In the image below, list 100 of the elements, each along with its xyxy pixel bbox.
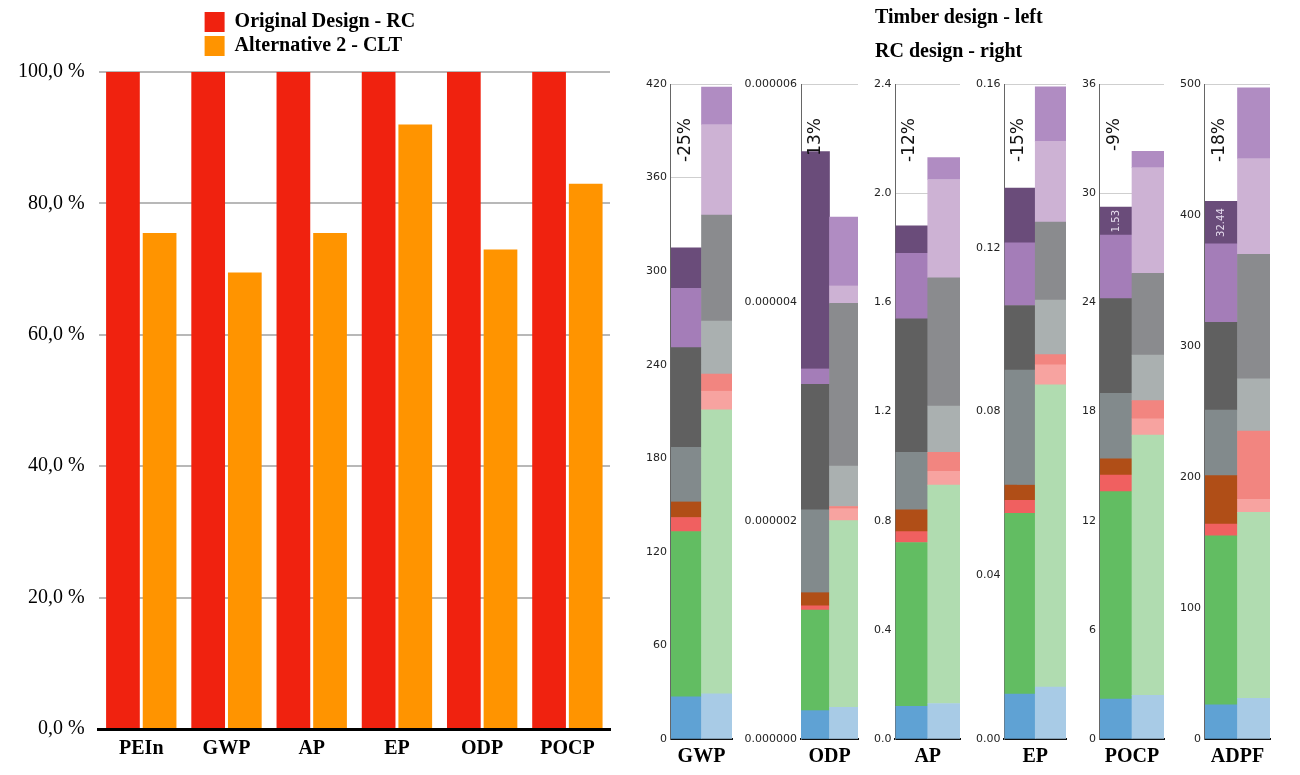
bar bbox=[895, 705, 929, 739]
bar bbox=[1205, 535, 1238, 706]
bar bbox=[1100, 491, 1133, 700]
bar bbox=[927, 471, 960, 486]
bar bbox=[142, 232, 177, 728]
bar bbox=[1131, 418, 1164, 436]
y-tick-label: 24 bbox=[1082, 295, 1096, 309]
bar bbox=[829, 707, 858, 739]
bar bbox=[801, 592, 830, 607]
bar bbox=[701, 409, 732, 695]
bar bbox=[1205, 243, 1238, 323]
bar bbox=[1237, 498, 1270, 513]
y-tick-label: 0.8 bbox=[873, 513, 892, 527]
y-tick-label: 200 bbox=[1180, 469, 1201, 483]
bar bbox=[895, 225, 929, 254]
y-tick-label: 100 bbox=[1180, 600, 1201, 614]
y-tick-label: 80,0 % bbox=[27, 190, 85, 213]
x-tick-label: AP bbox=[298, 736, 326, 759]
y-tick-label: 30 bbox=[1082, 186, 1096, 200]
bar bbox=[1034, 354, 1066, 366]
y-tick-label: 0 bbox=[1194, 731, 1201, 745]
y-tick-label: 0.0 bbox=[873, 731, 892, 745]
bar bbox=[446, 72, 481, 728]
bar bbox=[671, 501, 702, 518]
bar bbox=[1004, 693, 1036, 739]
bar bbox=[895, 452, 929, 511]
y-tick-label: 60,0 % bbox=[27, 322, 85, 345]
bar bbox=[568, 183, 603, 728]
bar bbox=[829, 285, 858, 304]
bar bbox=[671, 287, 702, 348]
bar bbox=[1004, 369, 1036, 486]
bar bbox=[1004, 500, 1036, 514]
x-tick-label: PEIn bbox=[119, 736, 164, 759]
bar bbox=[829, 465, 858, 507]
bar bbox=[701, 390, 732, 411]
bar bbox=[895, 531, 929, 543]
y-tick-label: 40,0 % bbox=[27, 453, 85, 476]
y-tick-label: 180 bbox=[646, 451, 667, 465]
y-tick-label: 400 bbox=[1180, 207, 1201, 221]
bar bbox=[1100, 234, 1133, 300]
bar bbox=[927, 277, 960, 407]
y-tick-label: 20,0 % bbox=[27, 584, 85, 607]
bar bbox=[1131, 434, 1164, 696]
bar bbox=[1205, 475, 1238, 525]
bar bbox=[1237, 430, 1270, 500]
data-label: 32.44 bbox=[1214, 208, 1226, 237]
bar bbox=[1131, 272, 1164, 356]
data-label: 1.53 bbox=[1109, 209, 1121, 233]
text: RC design - right bbox=[875, 39, 1023, 63]
y-tick-label: 420 bbox=[646, 76, 667, 90]
bar bbox=[227, 272, 262, 728]
annotation: -25% bbox=[673, 118, 694, 162]
bar bbox=[701, 693, 732, 739]
y-tick-label: 0 bbox=[1089, 731, 1096, 745]
bar bbox=[1100, 474, 1133, 492]
bar bbox=[701, 214, 732, 322]
x-axis-title: ADPF bbox=[1210, 744, 1265, 767]
bar bbox=[701, 86, 732, 125]
bar bbox=[927, 703, 960, 739]
bar bbox=[829, 216, 858, 287]
bar bbox=[801, 710, 830, 739]
bar bbox=[701, 373, 732, 392]
x-tick-label: EP bbox=[384, 736, 410, 759]
y-tick-label: 36 bbox=[1082, 76, 1096, 90]
bar bbox=[1034, 140, 1066, 223]
y-tick-label: 0.00 bbox=[975, 731, 1001, 745]
y-tick-label: 0.4 bbox=[873, 622, 892, 636]
bar bbox=[895, 318, 929, 453]
y-tick-label: 360 bbox=[646, 170, 667, 184]
y-tick-label: 0.12 bbox=[975, 240, 1001, 254]
y-tick-label: 0,0 % bbox=[37, 716, 85, 739]
bar bbox=[1237, 253, 1270, 380]
y-tick-label: 12 bbox=[1082, 513, 1096, 527]
bar bbox=[1237, 158, 1270, 255]
y-tick-label: 1.2 bbox=[873, 404, 892, 418]
bar bbox=[1100, 392, 1133, 460]
bar bbox=[1034, 364, 1066, 386]
bar bbox=[671, 517, 702, 532]
y-tick-label: 2.4 bbox=[873, 76, 892, 90]
bar bbox=[1100, 458, 1133, 476]
y-tick-label: 6 bbox=[1089, 622, 1096, 636]
y-tick-label: 0.04 bbox=[975, 568, 1001, 582]
x-tick-label: GWP bbox=[202, 736, 251, 759]
y-tick-label: 18 bbox=[1082, 404, 1096, 418]
y-tick-label: 500 bbox=[1180, 76, 1201, 90]
bar bbox=[801, 368, 830, 385]
bar bbox=[398, 124, 433, 728]
y-tick-label: 2.0 bbox=[873, 186, 892, 200]
y-tick-label: 0.000004 bbox=[744, 295, 797, 309]
bar bbox=[1004, 187, 1036, 244]
bar bbox=[927, 452, 960, 472]
bar bbox=[1004, 484, 1036, 501]
bar bbox=[1237, 512, 1270, 699]
bar bbox=[829, 303, 858, 467]
x-tick-label: ODP bbox=[461, 736, 504, 759]
y-tick-label: 60 bbox=[653, 638, 667, 652]
bar bbox=[1034, 686, 1066, 739]
bar bbox=[361, 72, 396, 728]
y-tick-label: 0.000002 bbox=[744, 513, 797, 527]
bar bbox=[1131, 354, 1164, 401]
